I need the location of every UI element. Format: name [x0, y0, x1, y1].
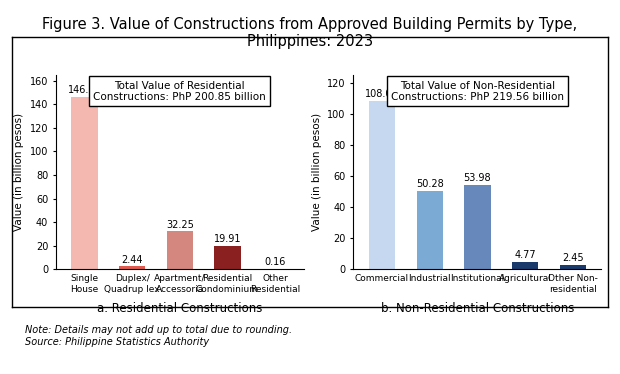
Bar	[369, 101, 395, 269]
Text: 2.45: 2.45	[562, 253, 583, 263]
Text: 0.16: 0.16	[265, 257, 286, 267]
Text: Total Value of Residential
Constructions: PhP 200.85 billion: Total Value of Residential Constructions…	[94, 81, 266, 102]
Text: 19.91: 19.91	[214, 234, 241, 244]
Text: 4.77: 4.77	[514, 249, 536, 260]
Text: 32.25: 32.25	[166, 220, 193, 230]
Text: 2.44: 2.44	[122, 255, 143, 265]
Text: 146.08: 146.08	[68, 85, 101, 95]
Bar	[560, 266, 586, 269]
Y-axis label: Value (in billion pesos): Value (in billion pesos)	[14, 113, 24, 231]
Bar	[215, 246, 241, 269]
Text: 108.08: 108.08	[365, 89, 399, 99]
Text: 53.98: 53.98	[464, 173, 491, 183]
Bar	[71, 97, 97, 269]
Bar	[512, 262, 538, 269]
Bar	[167, 231, 193, 269]
Text: 50.28: 50.28	[416, 179, 443, 189]
Text: Total Value of Non-Residential
Constructions: PhP 219.56 billion: Total Value of Non-Residential Construct…	[391, 81, 564, 102]
Bar	[417, 191, 443, 269]
Bar	[464, 185, 490, 269]
Text: Figure 3. Value of Constructions from Approved Building Permits by Type,
Philipp: Figure 3. Value of Constructions from Ap…	[42, 17, 578, 49]
Y-axis label: Value (in billion pesos): Value (in billion pesos)	[312, 113, 322, 231]
X-axis label: a. Residential Constructions: a. Residential Constructions	[97, 302, 262, 315]
Bar	[119, 266, 145, 269]
X-axis label: b. Non-Residential Constructions: b. Non-Residential Constructions	[381, 302, 574, 315]
Text: Note: Details may not add up to total due to rounding.
Source: Philippine Statis: Note: Details may not add up to total du…	[25, 325, 292, 347]
